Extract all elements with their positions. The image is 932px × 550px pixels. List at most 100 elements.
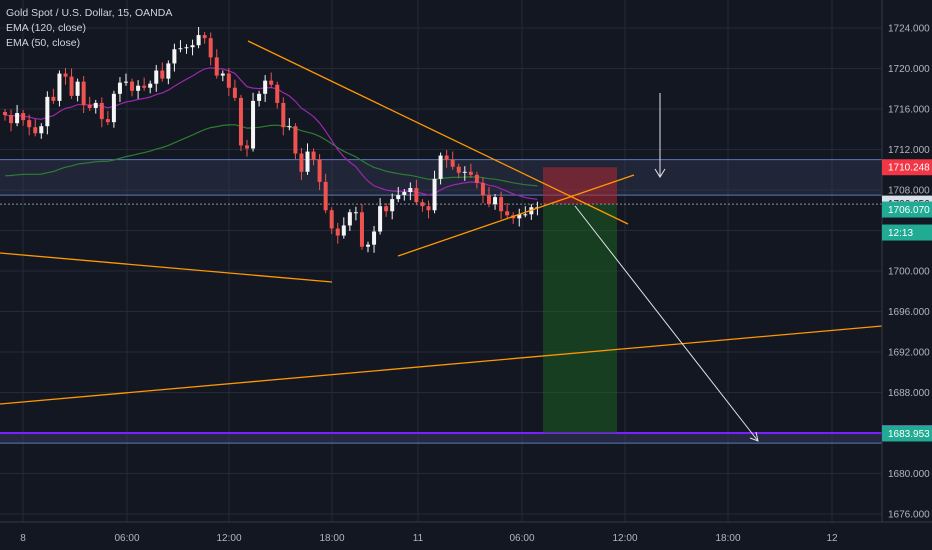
candle-body	[420, 202, 425, 207]
candle-body	[335, 228, 340, 236]
descending-trendline	[247, 40, 629, 225]
candle-body	[347, 212, 352, 226]
chart-title[interactable]: Gold Spot / U.S. Dollar, 15, OANDA	[6, 7, 173, 19]
y-tick-label: 1716.000	[888, 105, 930, 116]
y-tick-label: 1708.000	[888, 186, 930, 197]
candle-body	[21, 113, 26, 121]
candle-body	[27, 120, 32, 128]
candle-body	[444, 155, 449, 160]
chart-legend: Gold Spot / U.S. Dollar, 15, OANDA EMA (…	[6, 6, 172, 51]
y-tick-label: 1692.000	[888, 348, 930, 359]
price-label-text: 12:13	[888, 228, 913, 239]
candle-body	[69, 76, 74, 96]
candle-body	[353, 212, 358, 214]
x-tick-label: 06:00	[114, 533, 139, 544]
candle-body	[226, 73, 231, 88]
candle-body	[178, 48, 183, 50]
y-tick-label: 1680.000	[888, 469, 930, 480]
candle-body	[51, 96, 56, 101]
candle-body	[323, 181, 328, 211]
candle-body	[499, 197, 504, 212]
candle-body	[426, 206, 431, 211]
candle-body	[142, 85, 147, 88]
x-tick-label: 8	[20, 533, 26, 544]
candle-body	[33, 127, 38, 134]
candle-body	[15, 113, 20, 124]
price-label-box	[882, 201, 932, 218]
candle-body	[245, 145, 249, 149]
candle-body	[299, 153, 304, 172]
candle-body	[111, 93, 116, 123]
candle-body	[93, 102, 98, 108]
candle-body	[263, 80, 268, 94]
candle-body	[208, 38, 213, 58]
candle-body	[45, 96, 50, 127]
candle-body	[468, 171, 473, 175]
candle-body	[305, 151, 310, 172]
candle-body	[493, 197, 498, 205]
candle-body	[432, 178, 437, 211]
candle-body	[148, 83, 153, 88]
candle-body	[184, 47, 189, 49]
x-tick-label: 06:00	[509, 533, 534, 544]
time-axis[interactable]: 8 06:00 12:00 18:00 11 06:00 12:00 18:00 12	[0, 521, 932, 544]
candle-body	[517, 214, 522, 219]
candle-body	[130, 81, 135, 91]
candle-body	[154, 70, 159, 84]
candle-body	[402, 192, 407, 196]
candle-body	[117, 82, 122, 94]
y-tick-label: 1724.000	[888, 24, 930, 35]
candle-body	[341, 225, 346, 236]
ema-50-line	[4, 124, 538, 187]
x-tick-label: 12	[826, 533, 838, 544]
candle-body	[9, 115, 14, 124]
candle-body	[190, 45, 195, 48]
candle-body	[505, 211, 510, 216]
x-tick-label: 12:00	[612, 533, 637, 544]
candle-body	[196, 35, 201, 46]
candle-body	[450, 159, 455, 167]
x-tick-label: 12:00	[216, 533, 241, 544]
candles	[3, 26, 540, 253]
candle-body	[408, 187, 413, 193]
y-tick-label: 1720.000	[888, 64, 930, 75]
candle-body	[287, 126, 292, 128]
candle-body	[99, 102, 104, 120]
candle-body	[220, 73, 225, 76]
candle-body	[480, 182, 485, 196]
price-labels: 1710.2481706.6561706.07012:131684.000168…	[882, 159, 932, 442]
candle-body	[462, 171, 467, 173]
candle-body	[57, 73, 62, 101]
candle-body	[251, 100, 256, 149]
y-tick-label: 1712.000	[888, 145, 930, 156]
support-zone	[0, 433, 882, 444]
candle-body	[124, 81, 128, 83]
x-tick-label: 18:00	[715, 533, 740, 544]
projection-arrow-head	[749, 431, 759, 442]
price-label-text: 1683.953	[888, 429, 930, 440]
candle-body	[257, 93, 262, 101]
candle-body	[438, 155, 443, 179]
candle-body	[414, 187, 419, 203]
candle-body	[396, 195, 401, 200]
projection-arrow	[574, 205, 759, 442]
candle-body	[238, 97, 243, 146]
candle-body	[474, 174, 479, 183]
legend-ema-50[interactable]: EMA (50, close)	[6, 37, 81, 49]
candle-body	[63, 73, 68, 77]
candle-body	[317, 159, 322, 182]
candle-body	[214, 57, 219, 76]
candle-body	[275, 84, 280, 103]
candle-body	[39, 126, 44, 134]
candle-body	[3, 112, 7, 116]
candle-body	[166, 63, 171, 79]
legend-ema-120[interactable]: EMA (120, close)	[6, 22, 86, 34]
y-tick-label: 1676.000	[888, 510, 930, 521]
x-tick-label: 11	[413, 533, 424, 544]
candle-body	[359, 212, 364, 247]
candle-body	[384, 206, 389, 212]
candle-body	[372, 231, 377, 245]
candle-body	[523, 214, 528, 216]
